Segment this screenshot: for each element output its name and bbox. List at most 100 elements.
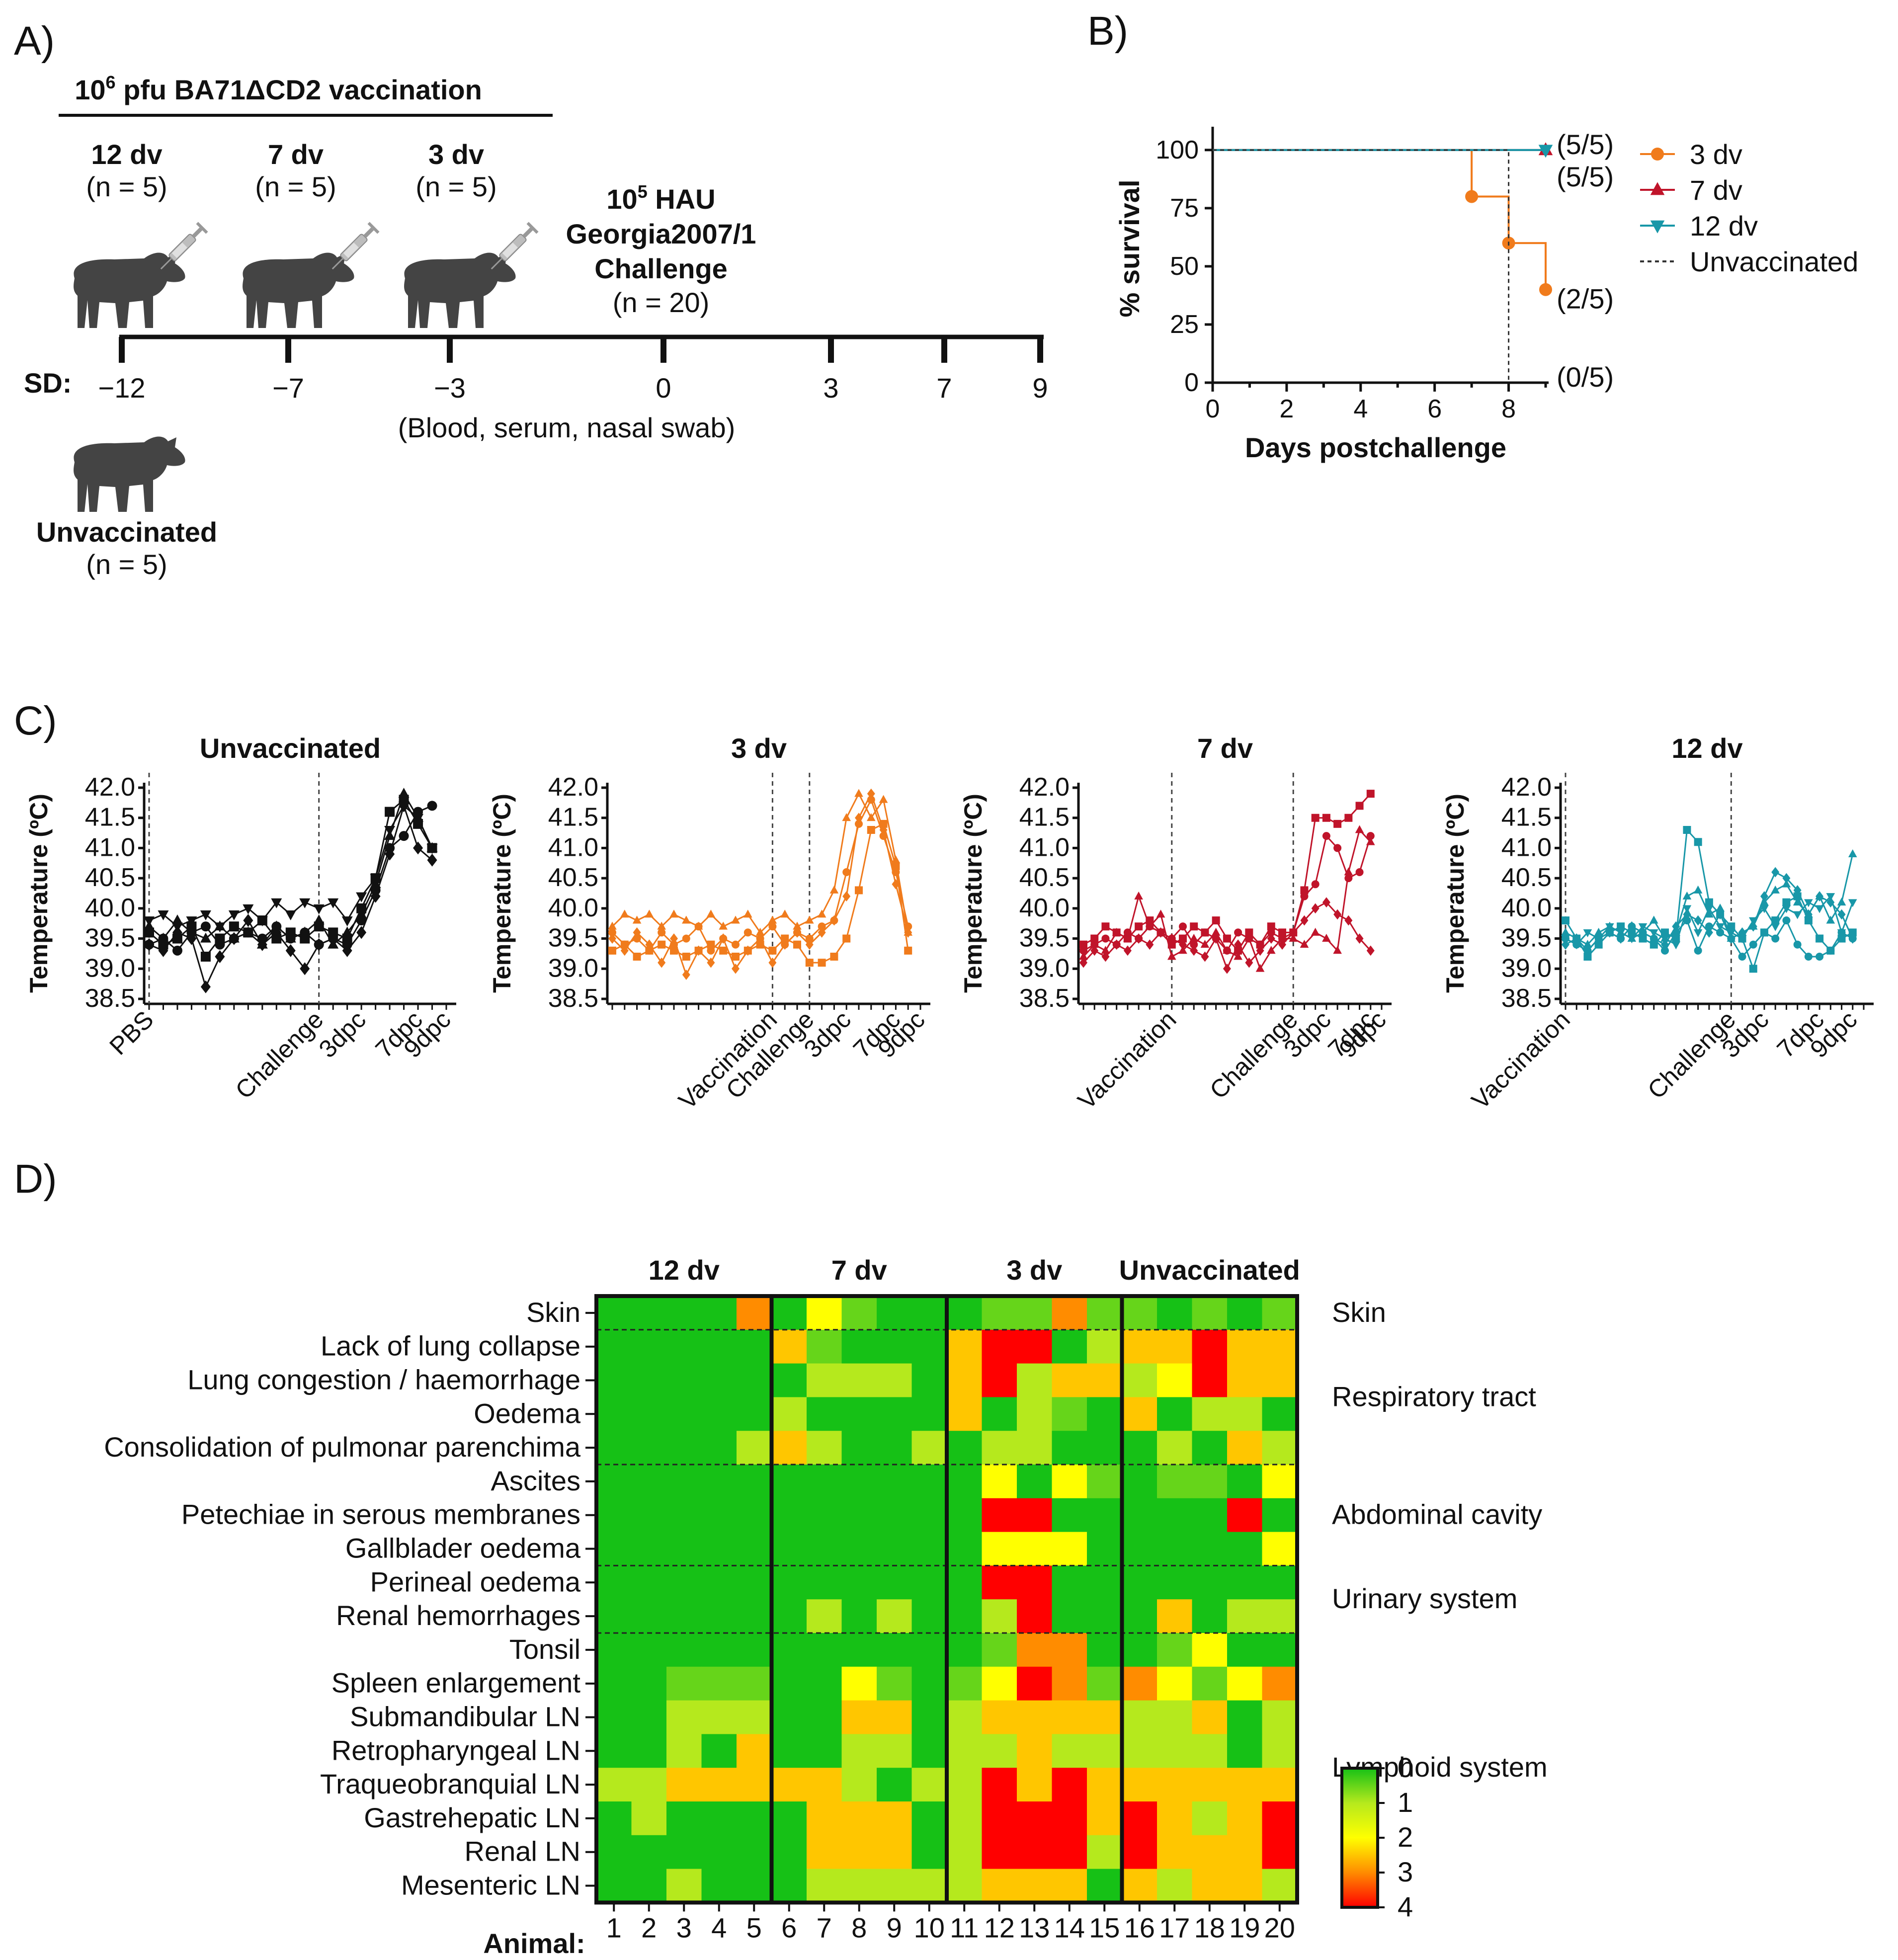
heatmap-cell	[596, 1768, 632, 1802]
temp-point	[1344, 874, 1353, 883]
temp-point	[645, 909, 654, 918]
temp-point	[1782, 873, 1791, 884]
temp-point	[1848, 933, 1857, 944]
temp-point	[1090, 934, 1099, 943]
temp-point	[1211, 927, 1221, 936]
heatmap-cell	[947, 1666, 983, 1701]
temp-point	[285, 910, 296, 920]
temp-ytick-label: 38.5	[548, 984, 598, 1013]
temp-point	[243, 914, 253, 927]
temp-point	[1782, 905, 1791, 913]
temp-point	[1267, 933, 1275, 944]
heatmap-cell	[631, 1363, 667, 1397]
temp-point	[341, 926, 353, 937]
heatmap-col-label: 12	[984, 1912, 1015, 1943]
temp-ytick-label: 39.5	[1019, 924, 1070, 953]
temp-point	[1572, 933, 1581, 942]
heatmap-cell	[631, 1565, 667, 1600]
survival-ytick-label: 50	[1170, 252, 1199, 281]
heatmap-cell	[631, 1734, 667, 1768]
heatmap-cell	[1087, 1329, 1123, 1364]
temp-point	[892, 879, 900, 890]
heatmap-cell	[771, 1296, 807, 1330]
heatmap-cell	[1017, 1700, 1053, 1734]
heatmap-cell	[701, 1431, 737, 1465]
temp-point	[1123, 933, 1132, 942]
heatmap-cell	[1017, 1835, 1053, 1870]
heatmap-cell	[947, 1532, 983, 1566]
temp-point	[1815, 953, 1824, 961]
heatmap-column-labels: 1 2 3 4 5 6 7 8 9 10 11 12 13 14 15 16 17 18 19 20	[606, 1902, 1295, 1943]
heatmap-cell	[911, 1397, 947, 1431]
heatmap-cell	[807, 1633, 842, 1667]
survival-xtick-label: 8	[1501, 395, 1516, 423]
group-3dv-label: 3 dv	[428, 139, 484, 170]
heatmap-cell	[1052, 1869, 1087, 1903]
heatmap-cell	[841, 1768, 877, 1802]
heatmap-cell	[666, 1431, 702, 1465]
temp-point	[1223, 946, 1232, 954]
heatmap-cell	[1087, 1431, 1123, 1465]
temp-point	[1815, 891, 1824, 899]
temp-point	[1212, 933, 1220, 944]
heatmap-cell	[701, 1532, 737, 1566]
temp-ytick-label: 40.5	[1501, 863, 1552, 892]
survival-point	[1539, 283, 1552, 296]
temp-point	[1366, 837, 1375, 845]
heatmap-cell	[841, 1666, 877, 1701]
temp-point	[1355, 802, 1364, 810]
heatmap-cell	[631, 1532, 667, 1566]
heatmap-row-label: Spleen enlargement	[331, 1667, 581, 1699]
heatmap-cell	[877, 1801, 912, 1836]
heatmap-cell	[1122, 1431, 1157, 1465]
heatmap-cell	[911, 1666, 947, 1701]
temp-point	[385, 847, 395, 861]
heatmap-cell	[1227, 1498, 1263, 1533]
heatmap-cell	[947, 1700, 983, 1734]
heatmap-cell	[1087, 1498, 1123, 1533]
heatmap-cell	[737, 1666, 772, 1701]
temp-point	[1200, 940, 1210, 948]
heatmap-col-label: 11	[950, 1912, 979, 1943]
legend-label: 12 dv	[1690, 210, 1758, 242]
temp-point	[1793, 940, 1802, 949]
temp-point	[1355, 933, 1364, 944]
heatmap-cell	[877, 1599, 912, 1633]
temp-point	[427, 801, 437, 811]
heatmap-cell	[1192, 1734, 1228, 1768]
temp-point	[1782, 916, 1791, 925]
heatmap-col-label: 13	[1019, 1912, 1050, 1943]
heatmap-col-label: 15	[1089, 1912, 1120, 1943]
heatmap-group-label: Unvaccinated	[1119, 1254, 1300, 1286]
temp-point	[1344, 915, 1353, 926]
temp-point	[1583, 945, 1592, 956]
survival-ytick-label: 25	[1170, 310, 1199, 339]
timeline-tick-label: 3	[823, 372, 838, 404]
heatmap-cell	[1122, 1666, 1157, 1701]
temp-point	[1771, 885, 1780, 894]
temp-point	[1123, 945, 1132, 956]
temp-point	[1815, 905, 1824, 913]
heatmap-group-labels: 12 dv 7 dv 3 dv Unvaccinated	[649, 1254, 1300, 1286]
temp-point	[1079, 952, 1088, 960]
temp-ytick-label: 41.5	[1019, 803, 1070, 832]
heatmap-col-label: 2	[641, 1912, 657, 1943]
temp-point	[669, 909, 678, 918]
temp-ylabel: Temperature (ºC)	[959, 794, 987, 993]
heatmap-cell	[982, 1397, 1017, 1431]
syringe-icon	[327, 221, 381, 275]
temp-point	[620, 909, 629, 918]
heatmap-cell	[1227, 1768, 1263, 1802]
heatmap-cell	[771, 1431, 807, 1465]
heatmap-cell	[1192, 1296, 1228, 1330]
temp-point	[341, 916, 353, 927]
heatmap-cell	[771, 1835, 807, 1870]
heatmap-cell	[596, 1869, 632, 1903]
temp-point	[1627, 935, 1637, 944]
heatmap-cell	[631, 1498, 667, 1533]
temp-point	[328, 938, 339, 949]
heatmap-cell	[596, 1801, 632, 1836]
temp-point	[768, 957, 777, 968]
heatmap-cell	[982, 1768, 1017, 1802]
